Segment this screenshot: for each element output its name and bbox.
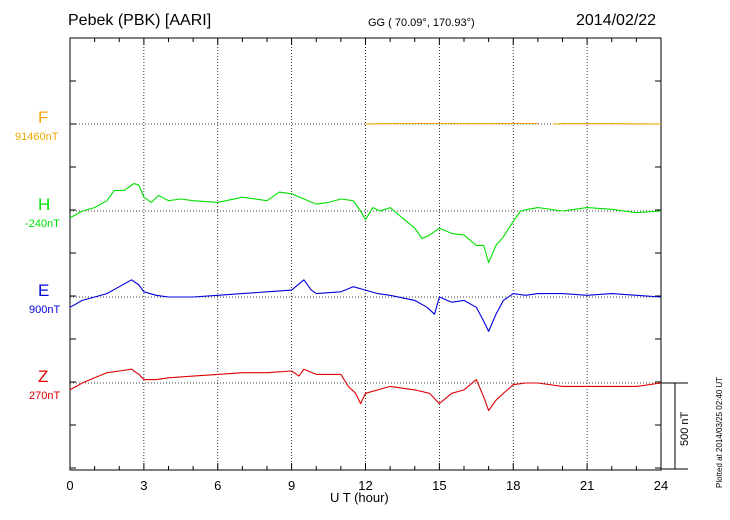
x-tick-label: 9 [288,478,295,493]
x-tick-label: 0 [66,478,73,493]
component-label-e: E [38,281,50,300]
x-tick-label: 21 [580,478,594,493]
x-tick-label: 3 [140,478,147,493]
series-h-line [69,182,662,264]
x-tick-labels: 0 3 6 9 12 15 18 21 24 [66,478,668,493]
component-label-h: H [38,195,51,214]
plot-date: 2014/02/22 [576,12,657,29]
baseline-label-e: 900nT [29,304,61,316]
x-axis-label: U T (hour) [330,490,389,505]
x-tick-label: 18 [506,478,520,493]
axis-ticks [69,38,662,470]
station-coordinates: GG ( 70.09°, 170.93°) [368,17,475,29]
grid-lines [70,38,661,470]
series-e-line [69,279,662,332]
series-z-line [69,368,662,412]
baseline-label-z: 270nT [29,390,61,402]
scale-label: 500 nT [679,411,691,446]
x-tick-label: 15 [432,478,446,493]
series-lines [69,122,662,412]
plotted-timestamp: Plotted at 2014/03/25 02:40 UT [715,376,724,488]
series-f-line [365,122,662,125]
station-title: Pebek (PBK) [AARI] [68,12,212,29]
x-tick-label: 24 [654,478,668,493]
baseline-label-h: -240nT [25,218,60,230]
x-tick-label: 6 [214,478,221,493]
component-label-f: F [38,108,49,127]
component-label-z: Z [38,367,49,386]
baseline-label-f: 91460nT [15,131,59,143]
x-tick-label: 12 [358,478,372,493]
